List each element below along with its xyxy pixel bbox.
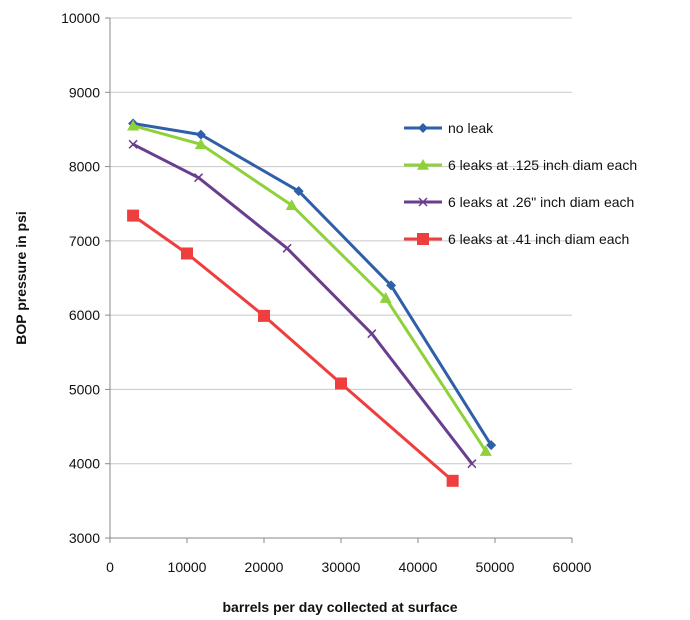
series-3 [127, 209, 459, 487]
x-tick-label: 20000 [245, 559, 284, 575]
data-point [194, 138, 207, 150]
legend-item: 6 leaks at .125 inch diam each [404, 157, 637, 173]
data-point [127, 209, 140, 222]
legend-item: 6 leaks at .26" inch diam each [404, 194, 634, 210]
x-tick-label: 30000 [322, 559, 361, 575]
y-tick-label: 8000 [69, 159, 100, 175]
y-tick-label: 4000 [69, 456, 100, 472]
legend-label: 6 leaks at .125 inch diam each [448, 157, 637, 173]
series-0 [128, 118, 497, 451]
axes [105, 17, 573, 543]
data-point [181, 247, 193, 260]
series-group [127, 118, 497, 487]
data-point [335, 377, 347, 390]
data-point [285, 199, 298, 210]
legend-label: 6 leaks at .26" inch diam each [448, 194, 634, 210]
y-tick-label: 3000 [69, 530, 100, 546]
y-tick-label: 10000 [61, 10, 100, 26]
data-point [417, 233, 429, 245]
series-line [132, 124, 488, 452]
legend: no leak 6 leaks at .125 inch diam each 6 l… [404, 120, 637, 247]
series-2 [128, 139, 477, 469]
data-point [127, 119, 140, 131]
series-1 [127, 119, 492, 456]
data-point [282, 243, 292, 253]
data-point [479, 445, 492, 456]
data-point [486, 440, 497, 451]
data-point [446, 474, 459, 487]
y-tick-label: 9000 [69, 84, 100, 100]
legend-label: 6 leaks at .41 inch diam each [448, 231, 629, 247]
x-tick-label: 40000 [399, 559, 438, 575]
x-tick-label: 0 [106, 559, 114, 575]
x-tick-labels: 0 10000 20000 30000 40000 50000 60000 [106, 559, 592, 575]
data-point [258, 309, 270, 322]
y-axis-label: BOP pressure in psi [13, 211, 29, 345]
x-tick-label: 60000 [553, 559, 592, 575]
legend-label: no leak [448, 120, 494, 136]
data-point [467, 459, 477, 469]
data-point [418, 123, 428, 133]
data-point [293, 186, 304, 197]
y-tick-label: 6000 [69, 307, 100, 323]
data-point [195, 129, 206, 140]
grid-lines [110, 17, 572, 539]
y-tick-label: 7000 [69, 233, 100, 249]
data-point [386, 280, 397, 291]
data-point [379, 292, 392, 303]
data-point [417, 159, 429, 170]
legend-item: no leak [404, 120, 494, 136]
y-tick-label: 5000 [69, 381, 100, 397]
data-point [128, 139, 138, 149]
data-point [194, 173, 204, 183]
x-axis-label: barrels per day collected at surface [223, 599, 458, 615]
data-point [418, 197, 428, 207]
legend-item: 6 leaks at .41 inch diam each [404, 231, 629, 247]
data-point [367, 329, 377, 339]
x-tick-label: 10000 [168, 559, 207, 575]
y-tick-labels: 3000 4000 5000 6000 7000 8000 9000 10000 [61, 10, 100, 546]
x-tick-label: 50000 [476, 559, 515, 575]
